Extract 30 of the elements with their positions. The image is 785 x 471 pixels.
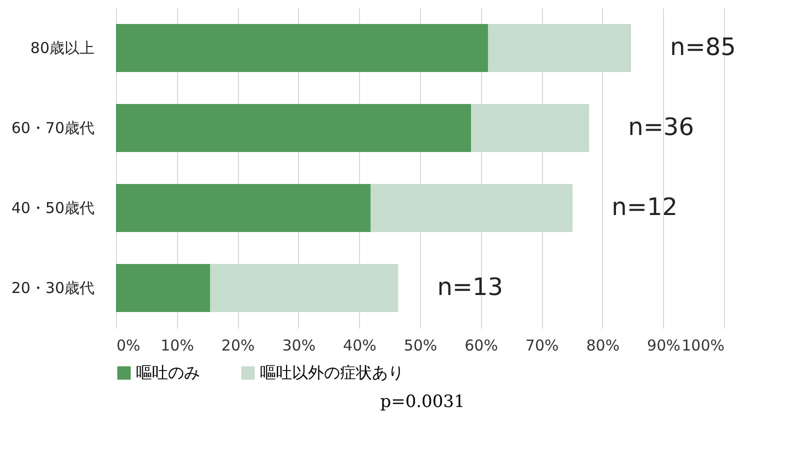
annotation: n=36 [628, 113, 694, 141]
y-tick-label: 40・50歳代 [11, 199, 94, 217]
bar [116, 184, 371, 232]
x-tick-label: 30% [282, 336, 316, 354]
bar [471, 104, 590, 152]
annotation: n=12 [612, 193, 678, 221]
x-tick-label: 10% [160, 336, 194, 354]
x-tick-label: 100% [682, 336, 724, 354]
x-tick-label: 60% [464, 336, 498, 354]
x-tick-label: 20% [221, 336, 255, 354]
annotation: n=85 [670, 33, 736, 61]
y-tick-label: 80歳以上 [30, 39, 94, 57]
x-tick-label: 90% [647, 336, 680, 354]
bar [210, 264, 398, 312]
annotation: n=13 [437, 273, 504, 301]
text: p=0.0031 [379, 392, 466, 412]
x-tick-label: 0% [116, 336, 140, 354]
bar [116, 24, 488, 72]
legend-label: 嘔吐以外の症状あり [260, 363, 404, 382]
legend-label: 嘔吐のみ [136, 363, 200, 382]
bar [370, 184, 573, 232]
x-tick-label: 50% [404, 336, 438, 354]
x-tick-label: 80% [586, 336, 620, 354]
y-tick-label: 60・70歳代 [11, 119, 94, 137]
x-tick-label: 70% [525, 336, 559, 354]
bar [116, 104, 472, 152]
bar [116, 264, 210, 312]
bar [488, 24, 631, 72]
y-tick-label: 20・30歳代 [11, 279, 94, 297]
x-tick-label: 40% [343, 336, 376, 354]
